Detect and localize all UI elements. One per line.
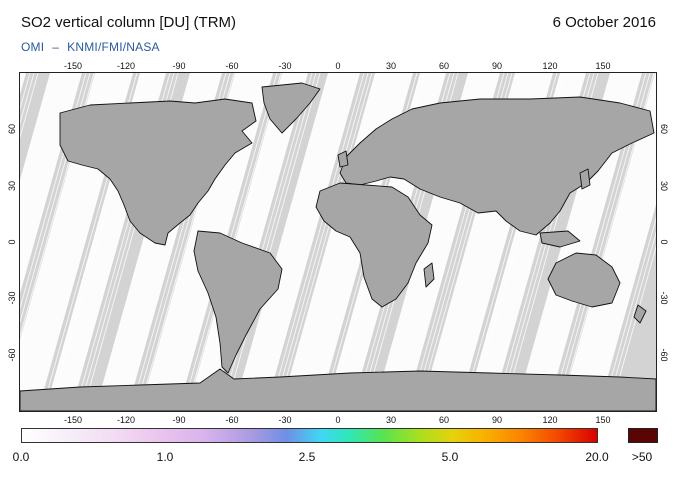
latLeft-tick: -60	[7, 348, 17, 362]
colorbar-overflow-label: >50	[631, 450, 653, 464]
orbit-streak	[276, 73, 373, 411]
lonBottom-tick: 90	[491, 415, 503, 425]
colorbar	[21, 428, 598, 443]
continents	[20, 82, 656, 411]
credit-dash: –	[52, 40, 60, 54]
lonBottom-tick: -150	[63, 415, 83, 425]
lonBottom-tick: 120	[542, 415, 558, 425]
credit-institutions: KNMI/FMI/NASA	[67, 40, 160, 54]
continent-australia	[547, 252, 621, 308]
orbit-streak	[220, 73, 317, 411]
credit-instrument: OMI	[21, 40, 45, 54]
lonBottom-tick: -120	[116, 415, 136, 425]
lonBottom-tick: -60	[225, 415, 239, 425]
orbit-streak	[272, 73, 369, 411]
colorbar-label: 1.0	[156, 450, 174, 464]
orbit-streak	[609, 245, 656, 411]
island-japan	[579, 168, 591, 190]
island-new-zealand	[633, 304, 647, 324]
map-title: SO2 vertical column [DU] (TRM)	[21, 14, 237, 31]
colorbar-label: 0.0	[12, 450, 30, 464]
latLeft-tick: 30	[7, 180, 17, 191]
continent-eurasia	[339, 96, 655, 236]
continent-greenland	[261, 82, 321, 134]
lonTop-tick: -30	[278, 61, 292, 71]
orbit-swath	[233, 73, 360, 411]
map-canvas	[20, 73, 656, 411]
latLeft-tick: 0	[7, 239, 17, 245]
continent-north-america	[59, 98, 257, 246]
orbit-swath	[515, 73, 642, 411]
credit-line: OMI – KNMI/FMI/NASA	[21, 40, 160, 54]
lonTop-tick: -90	[172, 61, 186, 71]
lonTop-tick: -120	[116, 61, 136, 71]
orbit-streak	[20, 73, 39, 139]
colorbar-label: 20.0	[585, 450, 609, 464]
orbit-streak	[224, 73, 321, 411]
orbit-streak	[268, 73, 365, 411]
latRight-tick: -60	[659, 348, 669, 362]
lonBottom-tick: 30	[385, 415, 397, 425]
lonTop-tick: 60	[438, 61, 450, 71]
continent-antarctica	[20, 368, 656, 411]
latLeft-tick: 60	[7, 124, 17, 135]
island-uk	[337, 150, 349, 168]
lonBottom-tick: 0	[335, 415, 341, 425]
latRight-tick: 0	[659, 239, 669, 245]
lonBottom-tick: -30	[278, 415, 292, 425]
island-madagascar	[423, 262, 435, 288]
latRight-tick: 30	[659, 180, 669, 191]
map-date: 6 October 2016	[552, 14, 656, 31]
lonTop-tick: 150	[595, 61, 611, 71]
lonBottom-tick: 60	[438, 415, 450, 425]
latLeft-tick: -30	[7, 291, 17, 305]
continent-africa	[315, 182, 433, 308]
lonTop-tick: -60	[225, 61, 239, 71]
latRight-tick: -30	[659, 291, 669, 305]
so2-map	[19, 72, 657, 412]
lonBottom-tick: -90	[172, 415, 186, 425]
lonTop-tick: 30	[385, 61, 397, 71]
lonTop-tick: 120	[542, 61, 558, 71]
orbit-swath	[560, 73, 656, 411]
lonTop-tick: -150	[63, 61, 83, 71]
island-borneo-indonesia	[539, 230, 581, 248]
colorbar-label: 5.0	[441, 450, 459, 464]
lonBottom-tick: 150	[595, 415, 611, 425]
colorbar-overflow-swatch	[628, 428, 658, 443]
latRight-tick: 60	[659, 124, 669, 135]
colorbar-label: 2.5	[298, 450, 316, 464]
lonTop-tick: 0	[335, 61, 341, 71]
continent-south-america	[193, 230, 283, 374]
lonTop-tick: 90	[491, 61, 503, 71]
orbit-streak	[601, 217, 656, 411]
orbit-streak	[605, 231, 656, 411]
